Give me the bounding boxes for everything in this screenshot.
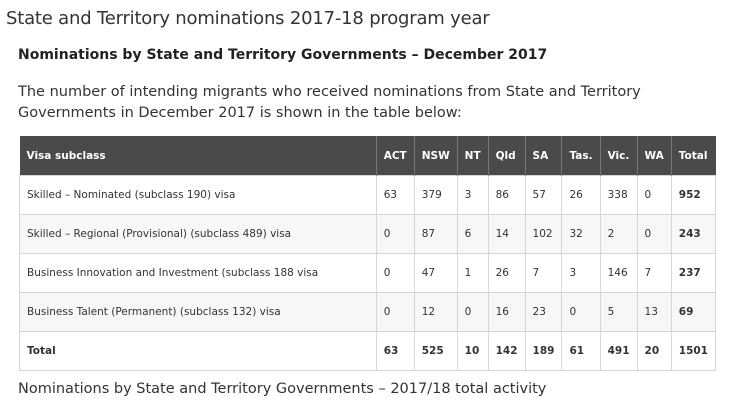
total-activity-heading: Nominations by State and Territory Gover… <box>18 381 547 397</box>
total-value-cell: 142 <box>487 331 526 371</box>
value-cell: 26 <box>561 175 601 215</box>
value-cell: 7 <box>636 253 672 293</box>
total-value-cell: 20 <box>636 331 672 371</box>
total-value-cell: 63 <box>375 331 415 371</box>
grand-total-cell: 1501 <box>670 331 717 371</box>
value-cell: 102 <box>524 214 563 254</box>
header-tas: Tas. <box>561 136 601 176</box>
visa-cell: Skilled – Regional (Provisional) (subcla… <box>19 214 377 254</box>
row-total-cell: 237 <box>670 253 717 293</box>
table-header-row: Visa subclass ACT NSW NT Qld SA Tas. Vic… <box>19 136 716 176</box>
header-sa: SA <box>525 136 563 176</box>
visa-cell: Business Talent (Permanent) (subclass 13… <box>19 292 377 332</box>
value-cell: 3 <box>561 253 601 293</box>
value-cell: 0 <box>375 214 415 254</box>
intro-paragraph: The number of intending migrants who rec… <box>18 84 641 121</box>
total-value-cell: 61 <box>561 331 601 371</box>
value-cell: 47 <box>413 253 458 293</box>
visa-cell: Business Innovation and Investment (subc… <box>19 253 377 293</box>
value-cell: 1 <box>456 253 489 293</box>
row-total-cell: 243 <box>670 214 717 254</box>
value-cell: 0 <box>636 175 672 215</box>
value-cell: 12 <box>413 292 458 332</box>
table-row: Skilled – Regional (Provisional) (subcla… <box>19 214 717 254</box>
total-label-cell: Total <box>19 331 377 371</box>
table-row: Business Innovation and Investment (subc… <box>19 253 717 293</box>
value-cell: 3 <box>456 175 489 215</box>
value-cell: 14 <box>487 214 526 254</box>
value-cell: 32 <box>561 214 601 254</box>
value-cell: 146 <box>599 253 638 293</box>
value-cell: 63 <box>375 175 415 215</box>
value-cell: 13 <box>636 292 672 332</box>
header-visa-subclass: Visa subclass <box>19 136 377 176</box>
table-row: Skilled – Nominated (subclass 190) visa … <box>19 175 717 215</box>
row-total-cell: 69 <box>670 292 717 332</box>
visa-cell: Skilled – Nominated (subclass 190) visa <box>19 175 377 215</box>
total-value-cell: 525 <box>413 331 458 371</box>
header-total: Total <box>671 136 716 176</box>
value-cell: 338 <box>599 175 638 215</box>
table-row: Business Talent (Permanent) (subclass 13… <box>19 292 717 332</box>
value-cell: 7 <box>524 253 563 293</box>
value-cell: 16 <box>487 292 526 332</box>
value-cell: 6 <box>456 214 489 254</box>
value-cell: 5 <box>599 292 638 332</box>
header-nt: NT <box>457 136 489 176</box>
total-value-cell: 10 <box>456 331 489 371</box>
value-cell: 0 <box>636 214 672 254</box>
value-cell: 57 <box>524 175 563 215</box>
header-act: ACT <box>376 136 415 176</box>
total-value-cell: 189 <box>524 331 563 371</box>
value-cell: 379 <box>413 175 458 215</box>
page-title: State and Territory nominations 2017-18 … <box>6 8 490 29</box>
section-title: Nominations by State and Territory Gover… <box>18 47 548 63</box>
total-value-cell: 491 <box>599 331 638 371</box>
row-total-cell: 952 <box>670 175 717 215</box>
value-cell: 0 <box>456 292 489 332</box>
value-cell: 0 <box>375 292 415 332</box>
table-total-row: Total 63 525 10 142 189 61 491 20 1501 <box>19 331 717 371</box>
header-qld: Qld <box>488 136 526 176</box>
nominations-table: Visa subclass ACT NSW NT Qld SA Tas. Vic… <box>19 136 717 371</box>
value-cell: 26 <box>487 253 526 293</box>
header-vic: Vic. <box>600 136 638 176</box>
value-cell: 0 <box>561 292 601 332</box>
value-cell: 0 <box>375 253 415 293</box>
value-cell: 23 <box>524 292 563 332</box>
value-cell: 86 <box>487 175 526 215</box>
header-nsw: NSW <box>414 136 458 176</box>
value-cell: 87 <box>413 214 458 254</box>
header-wa: WA <box>637 136 672 176</box>
value-cell: 2 <box>599 214 638 254</box>
